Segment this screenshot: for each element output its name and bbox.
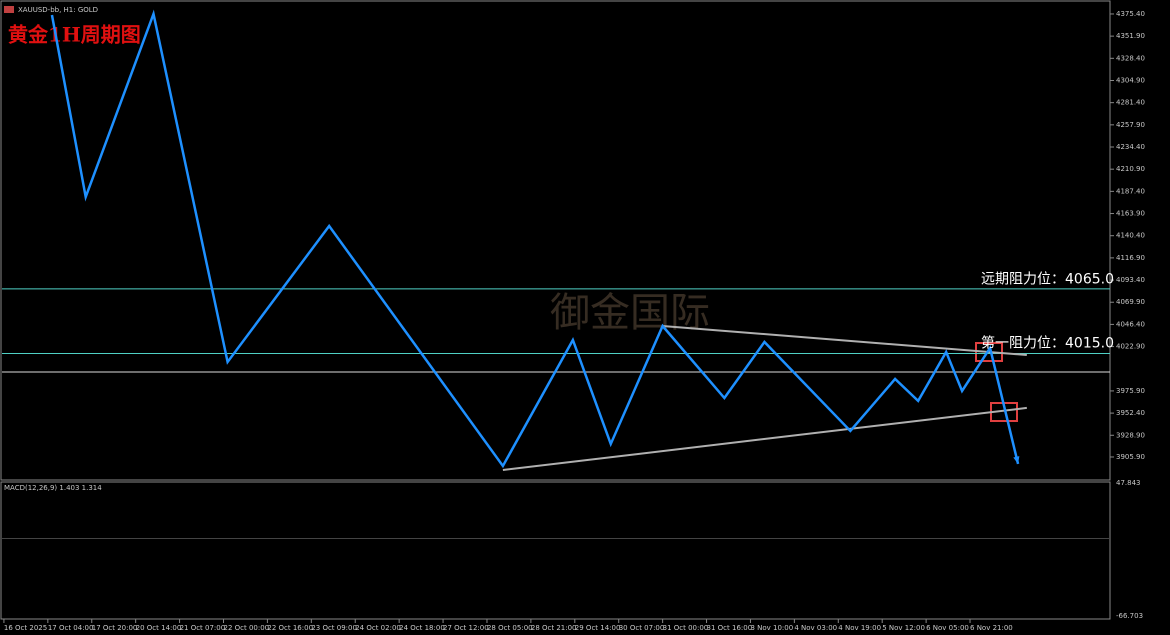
x-tick-label: 6 Nov 05:00: [926, 624, 969, 632]
y-tick-label: 4351.90: [1116, 32, 1145, 40]
y-tick-label: 3975.90: [1116, 387, 1145, 395]
y-tick-label: 4069.90: [1116, 298, 1145, 306]
x-tick-label: 28 Oct 05:00: [487, 624, 533, 632]
x-tick-label: 22 Oct 16:00: [267, 624, 313, 632]
x-tick-label: 16 Oct 2025: [4, 624, 47, 632]
x-tick-label: 4 Nov 19:00: [838, 624, 881, 632]
macd-frame: [0, 481, 1111, 620]
y-tick-label: 4375.40: [1116, 10, 1145, 18]
x-tick-label: 20 Oct 14:00: [136, 624, 182, 632]
annotation: 第一阻力位：4015.0: [981, 335, 1114, 352]
x-tick-label: 29 Oct 14:00: [575, 624, 621, 632]
trend-line: [502, 406, 1027, 471]
y-tick-label: 3952.40: [1116, 409, 1145, 417]
x-tick-label: 22 Oct 00:00: [223, 624, 269, 632]
y-tick-label: 4257.90: [1116, 121, 1145, 129]
x-tick-label: 17 Oct 20:00: [92, 624, 138, 632]
y-tick-label: 3905.90: [1116, 453, 1145, 461]
x-tick-label: 24 Oct 02:00: [355, 624, 401, 632]
annotation: 远期阻力位：4065.0: [981, 271, 1114, 287]
x-tick-label: 17 Oct 04:00: [48, 624, 94, 632]
macd-label: MACD(12,26,9) 1.403 1.314: [4, 484, 102, 492]
arrow-head: [1013, 456, 1020, 464]
symbol: XAUUSD-bb, H1: GOLD: [18, 6, 98, 14]
y-tick-label: 4046.40: [1116, 320, 1145, 328]
x-tick-label: 30 Oct 07:00: [619, 624, 665, 632]
flag-icon: [4, 6, 14, 13]
y-tick-label: 4304.90: [1116, 76, 1145, 84]
x-tick-label: 31 Oct 16:00: [707, 624, 753, 632]
watermark: 御金国际: [550, 290, 710, 336]
x-tick-label: 27 Oct 12:00: [443, 624, 489, 632]
y-tick-label: 4022.90: [1116, 343, 1145, 351]
y-tick-label: 4234.40: [1116, 143, 1145, 151]
x-tick-label: 24 Oct 18:00: [399, 624, 445, 632]
x-tick-label: 5 Nov 12:00: [882, 624, 925, 632]
y-tick-label: 4116.90: [1116, 254, 1145, 262]
x-tick-label: 28 Oct 21:00: [531, 624, 577, 632]
macd-tick-label: -66.703: [1116, 612, 1143, 620]
y-tick-label: 4187.40: [1116, 187, 1145, 195]
y-tick-label: 4093.40: [1116, 276, 1145, 284]
y-tick-label: 4163.90: [1116, 210, 1145, 218]
macd-tick-label: 47.843: [1116, 479, 1141, 487]
main-frame: [0, 0, 1111, 481]
y-tick-label: 4140.40: [1116, 232, 1145, 240]
chart-title: 黄金1H周期图: [8, 23, 141, 47]
zigzag-line: [50, 9, 1020, 469]
x-tick-label: 21 Oct 07:00: [180, 624, 226, 632]
y-tick-label: 4281.40: [1116, 99, 1145, 107]
y-tick-label: 3928.90: [1116, 431, 1145, 439]
trend-line: [662, 325, 1027, 356]
y-tick-label: 4328.40: [1116, 54, 1145, 62]
x-tick-label: 23 Oct 09:00: [311, 624, 357, 632]
x-tick-label: 6 Nov 21:00: [970, 624, 1013, 632]
x-tick-label: 4 Nov 03:00: [794, 624, 837, 632]
y-tick-label: 4210.90: [1116, 165, 1145, 173]
x-tick-label: 31 Oct 00:00: [663, 624, 709, 632]
x-tick-label: 3 Nov 10:00: [750, 624, 793, 632]
